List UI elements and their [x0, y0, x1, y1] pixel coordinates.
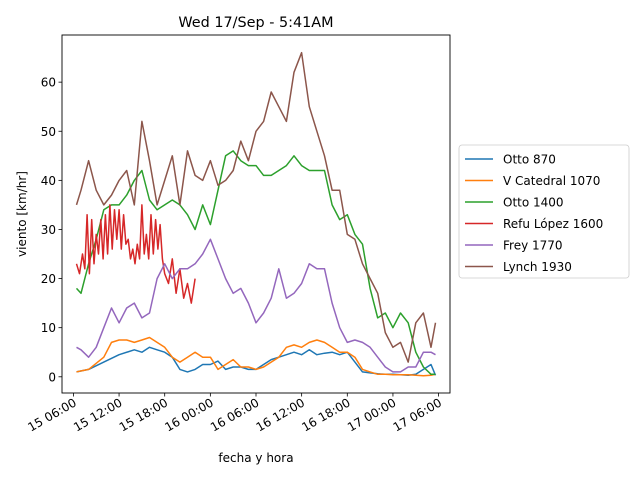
- x-tick-label: 15 06:00: [25, 395, 78, 434]
- legend-label: V Catedral 1070: [503, 174, 600, 188]
- legend-label: Refu López 1600: [503, 217, 603, 231]
- y-axis: 0 10 20 30 40 50 60: [41, 76, 62, 384]
- chart-title: Wed 17/Sep - 5:41AM: [178, 15, 333, 31]
- y-tick-label: 10: [41, 321, 56, 335]
- x-tick-label: 16 00:00: [162, 395, 215, 434]
- legend-label: Frey 1770: [503, 239, 563, 253]
- x-tick-label: 16 18:00: [299, 395, 352, 434]
- x-tick-label: 16 06:00: [208, 395, 261, 434]
- x-tick-label: 17 06:00: [391, 395, 444, 434]
- legend-frame: [458, 144, 630, 279]
- x-tick-label: 16 12:00: [254, 395, 307, 434]
- y-tick-label: 40: [41, 174, 56, 188]
- series-line-lynch-1930: [75, 51, 437, 363]
- x-tick-label: 17 00:00: [345, 395, 398, 434]
- y-tick-label: 60: [41, 76, 56, 90]
- legend-label: Otto 1400: [503, 196, 564, 210]
- y-tick-label: 50: [41, 125, 56, 139]
- y-tick-label: 0: [48, 370, 56, 384]
- series-line-frey-1770: [76, 238, 436, 373]
- x-tick-label: 15 12:00: [71, 395, 124, 434]
- series-line-otto-1400: [75, 150, 436, 376]
- legend-label: Lynch 1930: [503, 260, 572, 274]
- series-line-refu-l-pez-1600: [75, 204, 196, 304]
- x-tick-label: 15 18:00: [117, 395, 170, 434]
- series-line-v-catedral-1070: [76, 336, 436, 377]
- y-tick-label: 20: [41, 272, 56, 286]
- legend: Otto 870 V Catedral 1070 Otto 1400 Refu Lóp…: [458, 144, 630, 279]
- legend-label: Otto 870: [503, 153, 556, 167]
- x-axis-label: fecha y hora: [218, 451, 293, 465]
- y-axis-label: viento [km/hr]: [15, 171, 29, 257]
- y-tick-label: 30: [41, 223, 56, 237]
- series-lines: [75, 51, 437, 377]
